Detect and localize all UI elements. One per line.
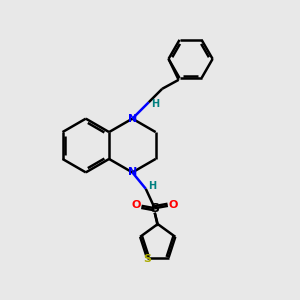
Text: H: H (151, 99, 159, 109)
Text: O: O (169, 200, 178, 210)
Text: N: N (128, 167, 137, 177)
Text: S: S (143, 254, 151, 264)
Text: O: O (131, 200, 141, 210)
Text: H: H (148, 182, 156, 191)
Text: S: S (150, 202, 159, 215)
Text: N: N (128, 114, 137, 124)
